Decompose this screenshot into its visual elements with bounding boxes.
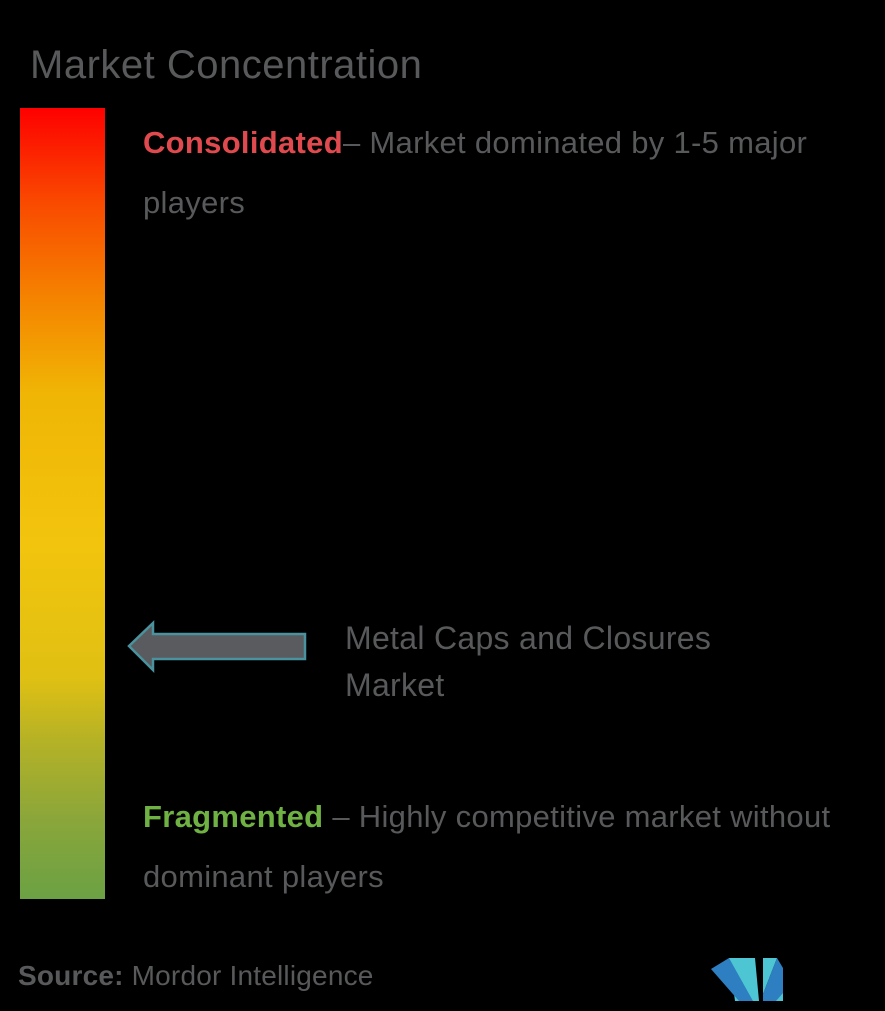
mordor-intelligence-logo (711, 958, 783, 1001)
source-value: Mordor Intelligence (123, 960, 374, 991)
consolidated-rest: – Market dominated by 1-5 major (342, 125, 808, 160)
marker-label-line1: Metal Caps and Closures (345, 620, 712, 656)
marker-label-line2: Market (345, 667, 445, 703)
concentration-gradient-bar (20, 108, 105, 899)
consolidated-line2: players (143, 185, 246, 220)
consolidated-label: Consolidated (143, 125, 343, 160)
page-title: Market Concentration (30, 42, 423, 87)
fragmented-line1: Fragmented – Highly competitive market w… (143, 787, 830, 847)
fragmented-description: Fragmented – Highly competitive market w… (143, 787, 830, 907)
marker-label: Metal Caps and Closures Market (345, 615, 711, 709)
left-arrow-icon (127, 620, 307, 673)
source-attribution: Source: Mordor Intelligence (18, 960, 374, 992)
consolidated-description: Consolidated– Market dominated by 1-5 ma… (143, 113, 807, 233)
fragmented-label: Fragmented (143, 799, 324, 834)
source-label: Source: (18, 960, 124, 991)
fragmented-rest: – Highly competitive market without (323, 799, 831, 834)
consolidated-line1: Consolidated– Market dominated by 1-5 ma… (143, 113, 807, 173)
fragmented-line2: dominant players (143, 859, 384, 894)
